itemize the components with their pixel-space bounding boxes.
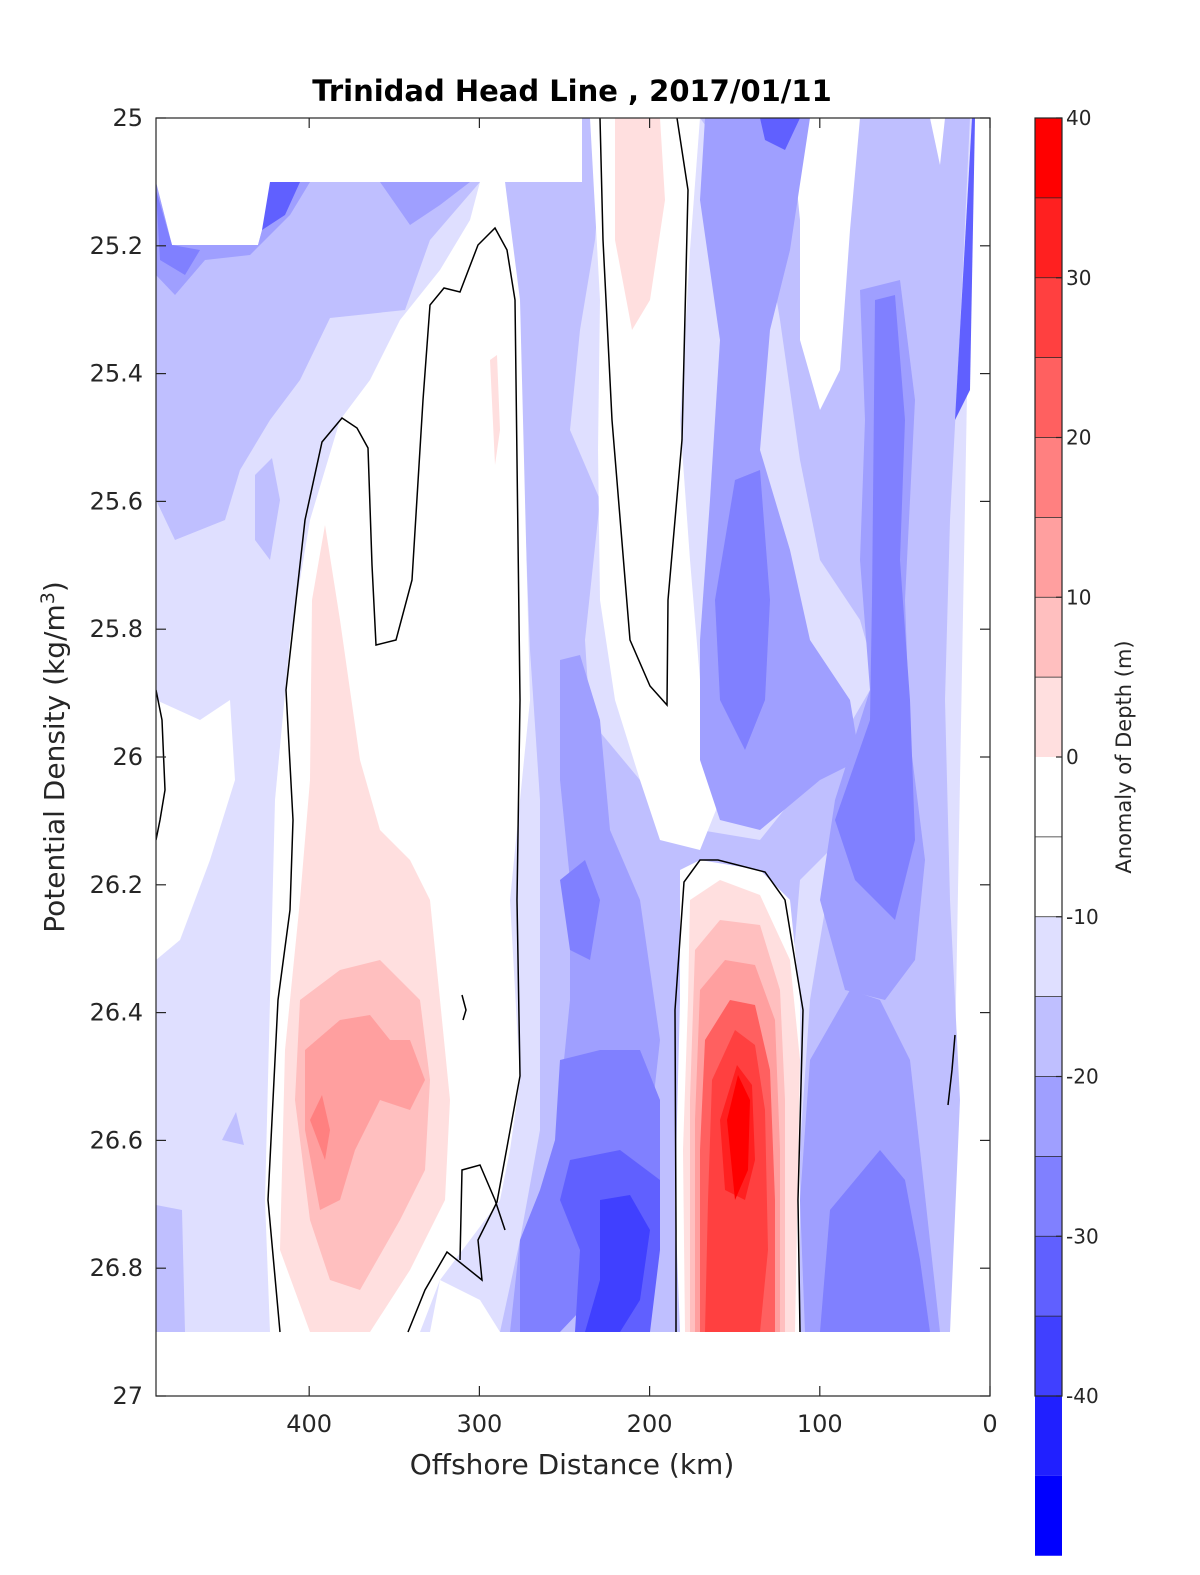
no-data-corner (156, 182, 275, 245)
contour-fill (790, 118, 860, 410)
contour-fill (156, 190, 200, 275)
contour-fill (835, 295, 915, 920)
contour-fill (156, 1205, 185, 1332)
contour-fill (585, 1195, 650, 1332)
x-tick-label: 200 (627, 1410, 673, 1438)
y-tick-label: 25.6 (90, 487, 143, 515)
y-tick-label: 26 (112, 743, 143, 771)
colorbar-swatch (1035, 1316, 1062, 1396)
y-tick-label: 26.6 (90, 1126, 143, 1154)
contour-fill (222, 1112, 244, 1145)
zero-contour-line (599, 118, 689, 707)
colorbar-title: Anomaly of Depth (m) (1112, 640, 1136, 873)
y-tick-label: 26.4 (90, 999, 143, 1027)
contour-fill (955, 118, 975, 420)
contour-fill (727, 1075, 750, 1200)
colorbar-swatch (1035, 1475, 1062, 1556)
y-tick-label: 25.4 (90, 360, 143, 388)
contour-fill (255, 458, 280, 560)
y-axis-title: Potential Density (kg/m3) (37, 581, 71, 933)
contour-fill (930, 118, 945, 165)
colorbar-swatch (1035, 996, 1062, 1077)
colorbar-swatches (1035, 118, 1062, 1556)
contour-fill (760, 118, 800, 150)
plot-area (155, 117, 991, 1397)
colorbar-tick-label: 10 (1066, 585, 1091, 609)
colorbar-swatch (1035, 357, 1062, 438)
contour-fill (430, 1280, 500, 1332)
y-axis-title-suffix: ) (38, 581, 71, 592)
colorbar-swatch (1035, 1396, 1062, 1476)
y-tick-label: 25.2 (90, 232, 143, 260)
colorbar-tick-label: -20 (1066, 1065, 1099, 1089)
contour-fill (305, 1015, 425, 1210)
contour-fill (560, 860, 600, 960)
contour-fills (156, 118, 975, 1333)
x-tick-label: 400 (286, 1410, 332, 1438)
colorbar-swatch (1035, 437, 1062, 518)
x-tick-label: 0 (982, 1410, 997, 1438)
x-tick-labels: 400 300 200 100 0 (286, 1410, 997, 1438)
y-tick-label: 26.2 (90, 871, 143, 899)
contour-fill (262, 182, 300, 230)
zero-contour-line (459, 1164, 506, 1261)
colorbar-tick-label: -30 (1066, 1224, 1099, 1248)
x-tick-label: 300 (456, 1410, 502, 1438)
chart-title: Trinidad Head Line , 2017/01/11 (312, 74, 832, 108)
colorbar-swatch (1035, 677, 1062, 757)
colorbar-ticks: 40 30 20 10 0 -10 -20 -30 -40 (1056, 106, 1099, 1408)
colorbar-swatch (1035, 1076, 1062, 1157)
contour-fill (820, 1150, 930, 1332)
colorbar-tick-label: 30 (1066, 266, 1091, 290)
axis-ticks (156, 117, 991, 1397)
colorbar-tick-label: 40 (1066, 106, 1091, 130)
zero-contour-line (156, 689, 166, 841)
x-tick-label: 100 (797, 1410, 843, 1438)
zero-contour-line (947, 1034, 956, 1106)
y-axis-title-main: Potential Density (kg/m (38, 604, 71, 933)
colorbar-swatch (1035, 517, 1062, 598)
y-axis-title-superscript: 3 (37, 592, 59, 604)
colorbar-tick-label: -40 (1066, 1384, 1099, 1408)
zero-contour-line (461, 994, 467, 1021)
colorbar-swatch (1035, 277, 1062, 358)
y-tick-label: 25.8 (90, 615, 143, 643)
contour-fill (380, 182, 470, 225)
colorbar-tick-label: -10 (1066, 905, 1099, 929)
contour-fill (310, 1095, 330, 1160)
contour-fill (490, 355, 500, 465)
colorbar-swatch (1035, 1236, 1062, 1317)
colorbar-swatch (1035, 197, 1062, 278)
contour-fill (156, 700, 235, 960)
y-tick-labels: 25 25.2 25.4 25.6 25.8 26 26.2 26.4 26.6 26.8 27 (90, 104, 143, 1410)
x-axis-title: Offshore Distance (km) (410, 1448, 735, 1481)
y-tick-label: 25 (112, 104, 143, 132)
colorbar-tick-label: 20 (1066, 426, 1091, 450)
contour-fill (715, 470, 770, 750)
colorbar-swatch (1035, 916, 1062, 997)
colorbar-swatch (1035, 597, 1062, 678)
contour-fill (615, 118, 665, 330)
contour-fill (510, 655, 660, 1332)
colorbar-swatch (1035, 118, 1062, 198)
zero-contour-line (674, 859, 804, 1333)
colorbar: 40 30 20 10 0 -10 -20 -30 -40 Anomaly of Depth (… (1034, 106, 1136, 1556)
colorbar-swatch (1035, 1156, 1062, 1237)
no-data-area (156, 118, 582, 182)
contour-fill (156, 182, 480, 540)
y-tick-label: 27 (112, 1382, 143, 1410)
zero-contour-line (267, 226, 521, 1333)
contour-fill (590, 118, 720, 850)
y-tick-label: 26.8 (90, 1254, 143, 1282)
colorbar-tick-label: 0 (1066, 745, 1079, 769)
